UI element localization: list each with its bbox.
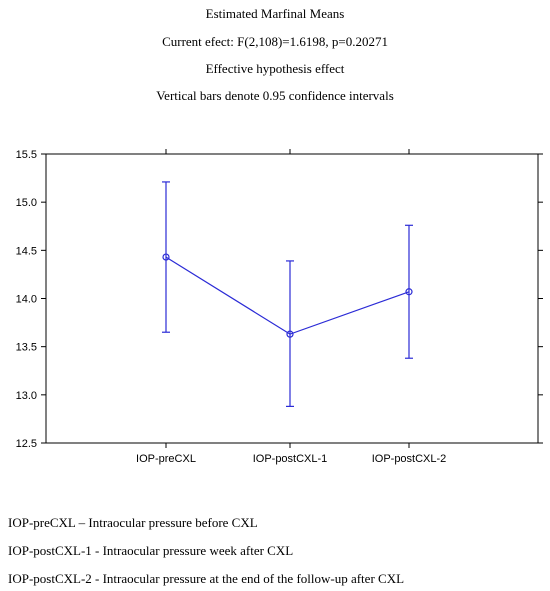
means-plot: 12.5 13.0 13.5 14.0 14.5 15.0 15.5 IOP-preCXL IO… bbox=[16, 149, 543, 465]
mean-point bbox=[162, 253, 170, 261]
note-3: IOP-postCXL-2 - Intraocular pressure at … bbox=[8, 571, 405, 586]
mean-point bbox=[286, 330, 294, 338]
y-tick-label: 12.5 bbox=[16, 438, 37, 450]
plot-frame bbox=[45, 153, 539, 444]
x-tick-label: IOP-preCXL bbox=[136, 453, 196, 465]
y-tick-label: 13.5 bbox=[16, 342, 37, 354]
y-tick-label: 13.0 bbox=[16, 390, 37, 402]
note-1: IOP-preCXL – Intraocular pressure before… bbox=[8, 515, 258, 530]
y-tick-label: 15.5 bbox=[16, 149, 37, 161]
chart-subtitle-2: Effective hypothesis effect bbox=[205, 61, 345, 76]
chart-subtitle-3: Vertical bars denote 0.95 confidence int… bbox=[156, 88, 394, 103]
y-tick-label: 15.0 bbox=[16, 197, 37, 209]
y-tick-label: 14.5 bbox=[16, 245, 37, 257]
y-tick-label: 14.0 bbox=[16, 294, 37, 306]
series-line bbox=[165, 256, 410, 335]
chart-subtitle-1: Current efect: F(2,108)=1.6198, p=0.2027… bbox=[162, 34, 388, 49]
x-tick-label: IOP-postCXL-1 bbox=[253, 453, 328, 465]
note-2: IOP-postCXL-1 - Intraocular pressure wee… bbox=[8, 543, 294, 558]
mean-point bbox=[405, 288, 413, 296]
x-tick-label: IOP-postCXL-2 bbox=[372, 453, 447, 465]
chart-title: Estimated Marfinal Means bbox=[205, 6, 345, 21]
